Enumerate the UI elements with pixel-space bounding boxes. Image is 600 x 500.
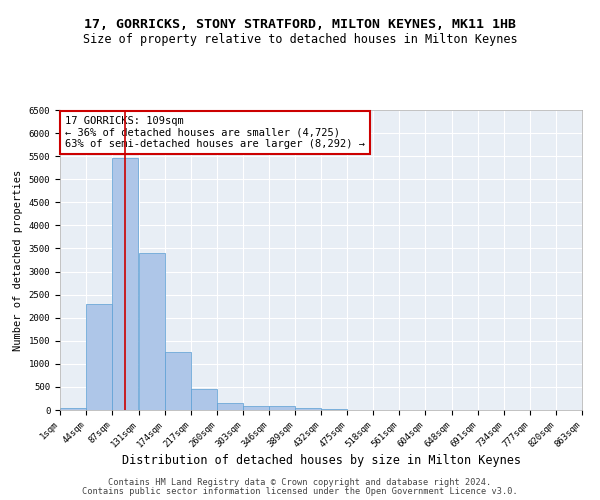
Bar — [60, 408, 86, 410]
Text: 17 GORRICKS: 109sqm
← 36% of detached houses are smaller (4,725)
63% of semi-det: 17 GORRICKS: 109sqm ← 36% of detached ho… — [65, 116, 365, 149]
Bar — [321, 408, 347, 410]
X-axis label: Distribution of detached houses by size in Milton Keynes: Distribution of detached houses by size … — [121, 454, 521, 468]
Bar — [217, 403, 243, 410]
Bar — [243, 406, 269, 410]
Bar — [112, 158, 138, 410]
Bar — [139, 253, 165, 410]
Bar — [191, 389, 217, 410]
Text: 17, GORRICKS, STONY STRATFORD, MILTON KEYNES, MK11 1HB: 17, GORRICKS, STONY STRATFORD, MILTON KE… — [84, 18, 516, 30]
Text: Contains HM Land Registry data © Crown copyright and database right 2024.: Contains HM Land Registry data © Crown c… — [109, 478, 491, 487]
Text: Size of property relative to detached houses in Milton Keynes: Size of property relative to detached ho… — [83, 32, 517, 46]
Bar — [269, 406, 295, 410]
Bar — [86, 304, 112, 410]
Text: Contains public sector information licensed under the Open Government Licence v3: Contains public sector information licen… — [82, 487, 518, 496]
Bar — [165, 352, 191, 410]
Bar — [295, 408, 321, 410]
Y-axis label: Number of detached properties: Number of detached properties — [13, 170, 23, 350]
